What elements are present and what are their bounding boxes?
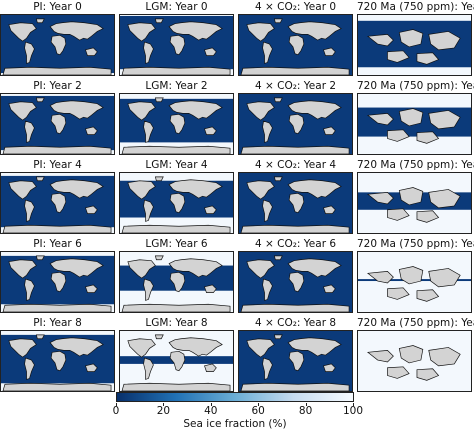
colorbar-tick-label: 80 <box>298 405 313 417</box>
panel-title: 720 Ma (750 ppm): Year 6 <box>357 238 474 250</box>
colorbar-tick <box>210 403 212 406</box>
map-canvas <box>120 94 233 154</box>
colorbar <box>116 392 354 402</box>
map-canvas <box>358 252 471 312</box>
panel-title: 720 Ma (750 ppm): Year 2 <box>357 80 474 92</box>
map-panel-ma720-year-0 <box>357 14 472 76</box>
map-canvas <box>120 15 233 75</box>
map-canvas <box>358 94 471 154</box>
colorbar-tick <box>353 403 354 406</box>
panel-title: 720 Ma (750 ppm): Year 4 <box>357 159 474 171</box>
panel-title: 4 × CO₂: Year 4 <box>254 159 337 171</box>
panel-title: PI: Year 6 <box>33 238 82 250</box>
colorbar-tick <box>305 403 307 406</box>
colorbar-tick-label: 20 <box>156 405 171 417</box>
map-canvas <box>239 331 352 391</box>
panel-title: LGM: Year 2 <box>145 80 208 92</box>
panel-title: PI: Year 4 <box>33 159 82 171</box>
map-panel-ma720-year-4 <box>357 172 472 234</box>
panel-title: LGM: Year 0 <box>145 1 208 13</box>
map-panel-lgm-year-8 <box>119 330 234 392</box>
map-canvas <box>120 252 233 312</box>
panel-title: LGM: Year 4 <box>145 159 208 171</box>
map-canvas <box>1 94 114 154</box>
panel-title: PI: Year 8 <box>33 317 82 329</box>
map-canvas <box>239 94 352 154</box>
map-canvas <box>358 331 471 391</box>
colorbar-tick-label: 60 <box>251 405 265 417</box>
panel-title: 720 Ma (750 ppm): Year 0 <box>357 1 474 13</box>
map-canvas <box>1 15 114 75</box>
panel-title: LGM: Year 6 <box>145 238 208 250</box>
map-panel-co2-year-4 <box>238 172 353 234</box>
colorbar-tick <box>163 403 165 406</box>
map-canvas <box>358 173 471 233</box>
map-panel-co2-year-2 <box>238 93 353 155</box>
map-canvas <box>120 331 233 391</box>
panel-title: LGM: Year 8 <box>145 317 208 329</box>
colorbar-label: Sea ice fraction (%) <box>183 418 287 430</box>
colorbar-tick <box>116 403 117 406</box>
colorbar-tick-label: 40 <box>204 405 218 417</box>
map-panel-pi-year-0 <box>0 14 115 76</box>
panel-title: PI: Year 0 <box>33 1 82 13</box>
map-canvas <box>1 173 114 233</box>
panel-title: 4 × CO₂: Year 6 <box>254 238 337 250</box>
colorbar-tick-label: 100 <box>342 405 364 417</box>
map-panel-co2-year-0 <box>238 14 353 76</box>
panel-title: PI: Year 2 <box>33 80 82 92</box>
map-canvas <box>120 173 233 233</box>
map-canvas <box>1 331 114 391</box>
map-panel-pi-year-6 <box>0 251 115 313</box>
map-panel-lgm-year-0 <box>119 14 234 76</box>
map-panel-ma720-year-6 <box>357 251 472 313</box>
map-canvas <box>1 252 114 312</box>
map-canvas <box>239 173 352 233</box>
map-canvas <box>239 252 352 312</box>
map-panel-lgm-year-4 <box>119 172 234 234</box>
colorbar-tick <box>258 403 260 406</box>
map-panel-pi-year-2 <box>0 93 115 155</box>
map-panel-pi-year-4 <box>0 172 115 234</box>
panel-title: 4 × CO₂: Year 0 <box>254 1 337 13</box>
panel-title: 720 Ma (750 ppm): Year 8 <box>357 317 474 329</box>
map-canvas <box>239 15 352 75</box>
map-canvas <box>358 15 471 75</box>
colorbar-tick-label: 0 <box>112 405 120 417</box>
map-panel-co2-year-8 <box>238 330 353 392</box>
map-panel-lgm-year-6 <box>119 251 234 313</box>
map-panel-lgm-year-2 <box>119 93 234 155</box>
map-panel-ma720-year-8 <box>357 330 472 392</box>
panel-title: 4 × CO₂: Year 8 <box>254 317 337 329</box>
map-panel-ma720-year-2 <box>357 93 472 155</box>
map-panel-pi-year-8 <box>0 330 115 392</box>
panel-title: 4 × CO₂: Year 2 <box>254 80 337 92</box>
map-panel-co2-year-6 <box>238 251 353 313</box>
